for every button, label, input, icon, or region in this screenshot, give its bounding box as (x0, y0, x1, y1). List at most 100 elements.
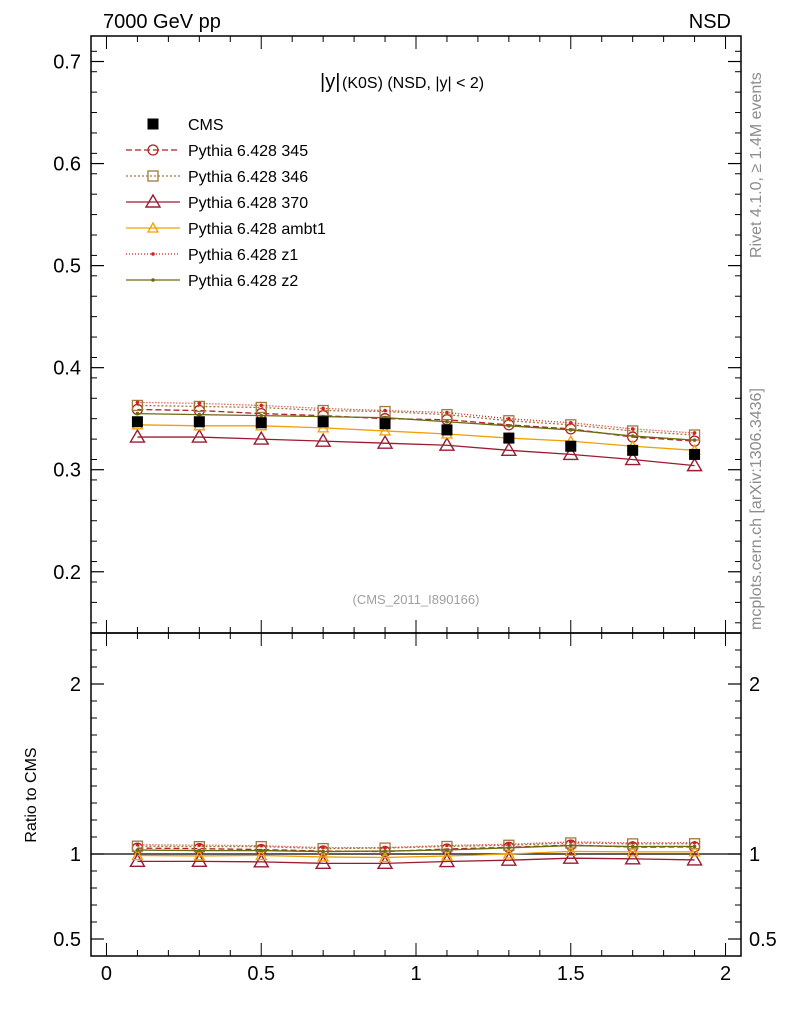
point-pythia-6-428-z2 (692, 438, 697, 442)
point-cms (503, 432, 515, 444)
ratio-point-pythia-6-428-370 (376, 854, 394, 870)
legend-label-pythia-6-428-ambt1: Pythia 6.428 ambt1 (188, 221, 326, 238)
point-pythia-6-428-z2 (507, 424, 511, 428)
main-y-tick-label: 0.7 (53, 52, 81, 74)
legend-label-pythia-6-428-z1: Pythia 6.428 z1 (188, 247, 298, 264)
legend-label-pythia-6-428-346: Pythia 6.428 346 (188, 169, 308, 186)
ratio-point-pythia-6-428-346 (317, 842, 329, 855)
point-pythia-6-428-ambt1 (317, 421, 330, 433)
point-pythia-6-428-346 (131, 399, 144, 412)
ratio-point-pythia-6-428-z1 (197, 843, 202, 847)
ratio-series-layer (91, 837, 741, 870)
point-pythia-6-428-z1 (692, 431, 697, 435)
point-pythia-6-428-370 (500, 441, 518, 457)
x-tick-label: 1.5 (557, 963, 585, 985)
ratio-point-pythia-6-428-370 (624, 850, 641, 865)
header-left: 7000 GeV pp (103, 11, 221, 33)
legend-marker-cms (147, 118, 159, 130)
point-cms (379, 418, 391, 430)
ratio-y-tick-label-right: 2 (749, 674, 760, 696)
point-cms (565, 440, 577, 452)
point-pythia-6-428-370 (376, 434, 394, 449)
ratio-line-pythia-6-428-346 (137, 842, 695, 850)
x-tick-label: 1 (410, 963, 421, 985)
ratio-point-pythia-6-428-z1 (630, 841, 635, 845)
point-cms (441, 424, 453, 436)
header-right: NSD (689, 11, 731, 33)
ratio-y-tick-label-right: 1 (749, 844, 760, 866)
ratio-line-pythia-6-428-ambt1 (137, 850, 695, 859)
point-cms (317, 416, 329, 428)
legend-marker-pythia-6-428-ambt1 (146, 221, 160, 233)
ratio-plot-frame (90, 632, 742, 957)
point-pythia-6-428-z2 (197, 412, 202, 417)
ratio-point-pythia-6-428-z1 (445, 843, 449, 848)
ratio-point-pythia-6-428-370 (253, 853, 270, 868)
ratio-point-pythia-6-428-370 (686, 851, 703, 866)
ratio-point-pythia-6-428-370 (562, 849, 579, 864)
series-line-pythia-6-428-ambt1 (137, 424, 695, 451)
legend: CMS Pythia 6.428 345 Pythia 6.428 346 Pythi… (126, 117, 326, 290)
ratio-point-pythia-6-428-346 (627, 838, 639, 850)
ratio-point-pythia-6-428-z2 (507, 846, 511, 850)
main-y-tick-label: 0.4 (53, 358, 81, 380)
point-pythia-6-428-370 (562, 446, 579, 461)
point-pythia-6-428-z2 (445, 419, 449, 424)
ratio-axis-label: Ratio to CMS (23, 747, 40, 842)
point-pythia-6-428-370 (438, 436, 456, 451)
series-line-pythia-6-428-z1 (137, 401, 695, 434)
ratio-point-pythia-6-428-ambt1 (502, 847, 515, 859)
point-cms (627, 444, 639, 456)
ratio-line-pythia-6-428-z2 (137, 844, 695, 853)
ratio-point-pythia-6-428-z1 (383, 845, 387, 850)
ratio-point-pythia-6-428-ambt1 (255, 849, 268, 861)
ratio-line-pythia-6-428-370 (137, 857, 695, 865)
series-line-pythia-6-428-370 (137, 436, 695, 467)
ratio-y-tick-label-left: 1 (70, 844, 81, 866)
point-pythia-6-428-ambt1 (378, 424, 392, 436)
main-y-tick-label: 0.6 (53, 154, 81, 176)
rivet-version-label: Rivet 4.1.0, ≥ 1.4M events (748, 72, 765, 258)
ratio-point-pythia-6-428-z2 (197, 848, 202, 853)
legend-marker-pythia-6-428-345 (147, 144, 159, 156)
legend-marker-pythia-6-428-346 (147, 170, 159, 182)
chart-title: (K0S) (NSD, |y| < 2) (342, 75, 484, 92)
x-tick-label: 0 (101, 963, 112, 985)
point-pythia-6-428-z1 (507, 416, 511, 421)
ratio-point-pythia-6-428-z2 (259, 848, 264, 853)
ratio-point-pythia-6-428-z2 (692, 844, 697, 849)
point-pythia-6-428-z2 (135, 411, 140, 416)
ratio-point-pythia-6-428-346 (688, 838, 701, 850)
ratio-point-pythia-6-428-ambt1 (131, 849, 144, 861)
ratio-point-pythia-6-428-ambt1 (378, 851, 392, 863)
point-pythia-6-428-z2 (568, 428, 573, 432)
point-cms (193, 416, 205, 428)
analysis-watermark: (CMS_2011_I890166) (353, 592, 480, 607)
ratio-point-pythia-6-428-370 (500, 851, 518, 866)
main-y-tick-label: 0.3 (53, 460, 81, 482)
ratio-point-pythia-6-428-z2 (383, 849, 387, 853)
point-pythia-6-428-z1 (135, 400, 140, 405)
legend-label-pythia-6-428-370: Pythia 6.428 370 (188, 195, 308, 212)
ratio-point-pythia-6-428-370 (129, 852, 146, 868)
point-pythia-6-428-370 (191, 428, 208, 443)
main-axis-ticks: 0.2 0.3 0.4 0.5 0.6 0.7 (53, 36, 741, 633)
point-pythia-6-428-z1 (630, 427, 635, 431)
chart-title-variable: |y| (320, 71, 340, 93)
ratio-point-pythia-6-428-ambt1 (688, 845, 701, 857)
ratio-point-pythia-6-428-z1 (259, 843, 264, 848)
ratio-point-pythia-6-428-ambt1 (626, 845, 639, 857)
point-pythia-6-428-z1 (568, 420, 573, 425)
ratio-point-pythia-6-428-z2 (445, 848, 449, 852)
ratio-point-pythia-6-428-z2 (568, 843, 573, 848)
x-tick-label: 0.5 (247, 963, 275, 985)
main-y-tick-label: 0.5 (53, 256, 81, 278)
ratio-point-pythia-6-428-z2 (321, 849, 325, 854)
point-pythia-6-428-370 (624, 451, 641, 466)
ratio-point-pythia-6-428-ambt1 (193, 849, 206, 861)
ratio-point-pythia-6-428-346 (565, 837, 577, 849)
mcplots-reference-label: mcplots.cern.ch [arXiv:1306.3436] (748, 388, 765, 630)
point-pythia-6-428-z1 (383, 408, 387, 413)
ratio-point-pythia-6-428-z1 (568, 840, 573, 844)
point-pythia-6-428-z1 (197, 401, 202, 406)
